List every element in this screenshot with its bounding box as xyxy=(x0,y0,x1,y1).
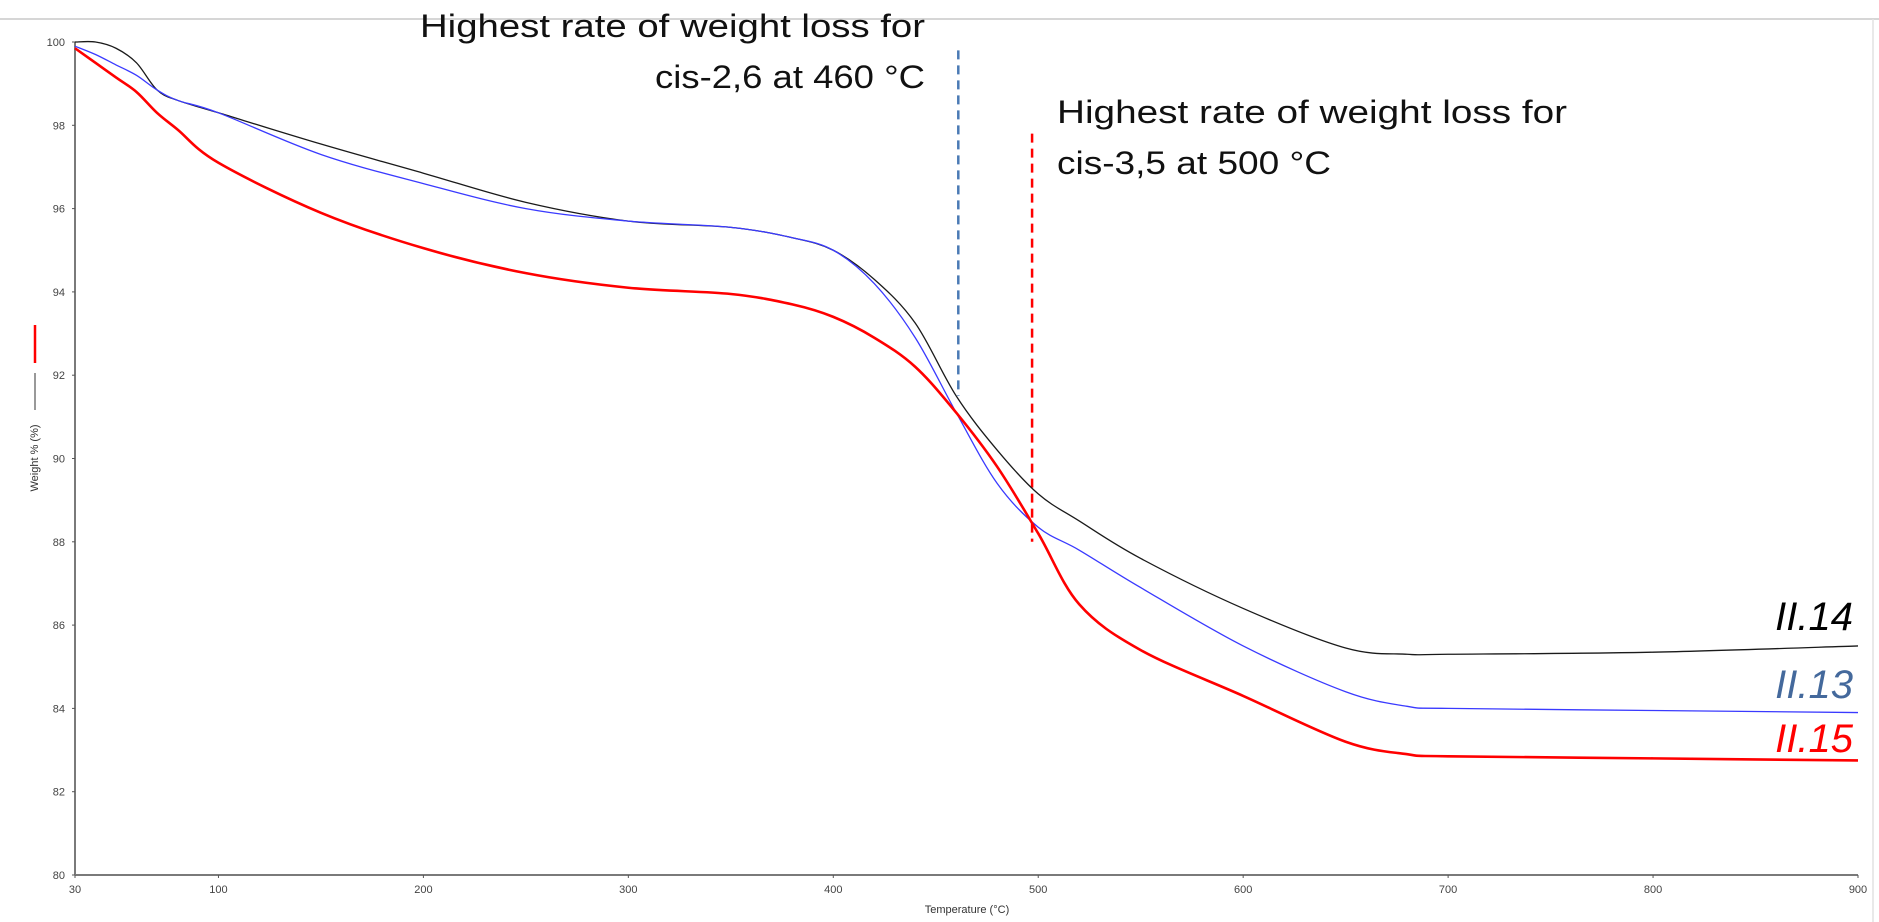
x-tick-label: 900 xyxy=(1849,884,1867,896)
x-tick-label: 700 xyxy=(1439,884,1457,896)
y-tick-label: 100 xyxy=(47,37,65,49)
annotation-2-line-1: Highest rate of weight loss for xyxy=(1057,94,1567,130)
series-line-ii15 xyxy=(74,47,1859,762)
y-tick-label: 80 xyxy=(53,870,65,882)
y-axis-title-group: Weight % (%) xyxy=(29,424,41,491)
annotation-1-line-2: cis-2,6 at 460 °C xyxy=(655,59,925,95)
x-tick-label: 200 xyxy=(414,884,432,896)
annotation-2-line-2: cis-3,5 at 500 °C xyxy=(1057,145,1331,181)
series-line-ii14 xyxy=(74,40,1859,656)
y-tick-label: 88 xyxy=(53,537,65,549)
axes: 30 100 200 300 400 500 600 700 800 900 80 82 84 86 88 9… xyxy=(47,37,1868,896)
series-line-ii13 xyxy=(74,45,1859,714)
series-lines xyxy=(74,40,1859,762)
y-tick-label: 84 xyxy=(53,703,65,715)
annotation-markers xyxy=(957,50,1034,542)
y-tick-label: 90 xyxy=(53,454,65,466)
y-tick-label: 98 xyxy=(53,120,65,132)
annotation-1-line-1: Highest rate of weight loss for xyxy=(420,8,925,44)
y-axis-title: Weight % (%) xyxy=(29,424,41,491)
series-label-ii13: II.13 xyxy=(1775,663,1853,707)
y-tick-label: 96 xyxy=(53,204,65,216)
x-tick-label: 400 xyxy=(824,884,842,896)
y-tick-label: 92 xyxy=(53,370,65,382)
y-tick-label: 82 xyxy=(53,787,65,799)
x-tick-label: 300 xyxy=(619,884,637,896)
x-tick-label: 600 xyxy=(1234,884,1252,896)
y-tick-label: 94 xyxy=(53,287,65,299)
x-tick-label: 30 xyxy=(69,884,81,896)
x-tick-label: 500 xyxy=(1029,884,1047,896)
series-label-ii15: II.15 xyxy=(1775,717,1854,761)
x-tick-label: 100 xyxy=(209,884,227,896)
x-tick-label: 800 xyxy=(1644,884,1662,896)
series-label-ii14: II.14 xyxy=(1775,595,1853,639)
y-tick-label: 86 xyxy=(53,620,65,632)
x-axis-title: Temperature (°C) xyxy=(925,904,1009,916)
